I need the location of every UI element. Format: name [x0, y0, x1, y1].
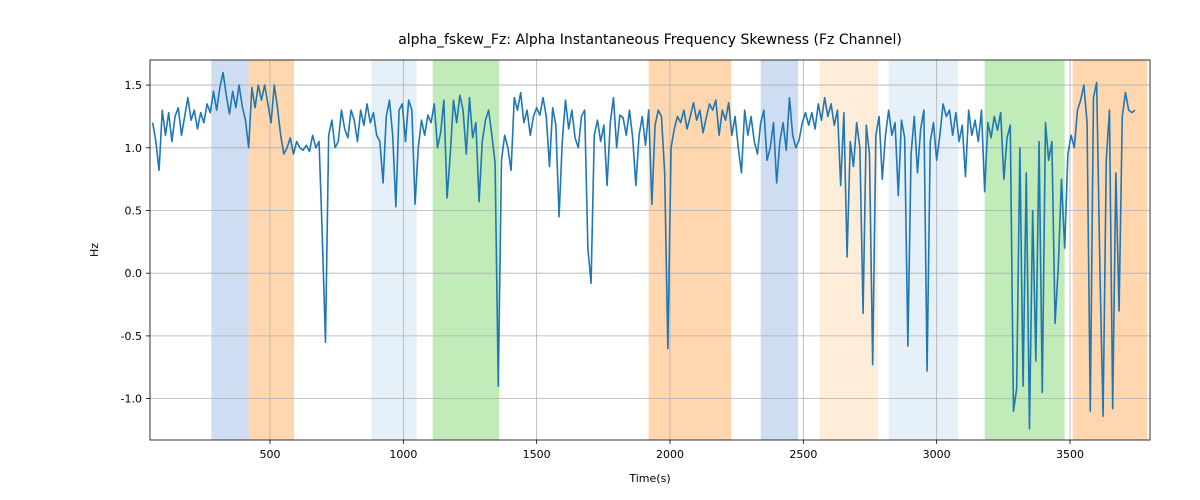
y-axis-label: Hz [88, 243, 101, 257]
x-tick-label: 1500 [523, 448, 551, 461]
shaded-region [371, 60, 416, 440]
chart-container: alpha_fskew_Fz: Alpha Instantaneous Freq… [0, 0, 1200, 500]
x-tick-label: 500 [260, 448, 281, 461]
y-tick-label: 0.0 [125, 267, 143, 280]
y-tick-label: 1.5 [125, 79, 143, 92]
x-axis-label: Time(s) [628, 472, 670, 485]
chart-title: alpha_fskew_Fz: Alpha Instantaneous Freq… [398, 32, 902, 48]
shaded-region [211, 60, 248, 440]
y-tick-label: -0.5 [121, 330, 142, 343]
x-tick-label: 3500 [1056, 448, 1084, 461]
y-tick-label: 0.5 [125, 204, 143, 217]
shaded-regions [211, 60, 1147, 440]
x-tick-label: 1000 [389, 448, 417, 461]
shaded-region [761, 60, 798, 440]
y-tick-label: -1.0 [121, 393, 142, 406]
line-chart: alpha_fskew_Fz: Alpha Instantaneous Freq… [0, 0, 1200, 500]
y-ticks: -1.0 -0.5 0.0 0.5 1.0 1.5 [121, 79, 150, 406]
x-tick-label: 2500 [789, 448, 817, 461]
y-tick-label: 1.0 [125, 142, 143, 155]
x-tick-label: 3000 [923, 448, 951, 461]
x-ticks: 500 1000 1500 2000 2500 3000 3500 [260, 440, 1085, 461]
x-tick-label: 2000 [656, 448, 684, 461]
